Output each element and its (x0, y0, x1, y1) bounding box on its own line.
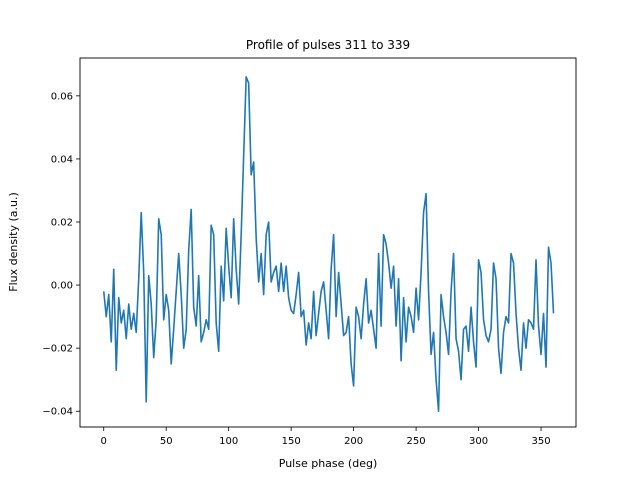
y-tick-label: −0.02 (42, 344, 73, 355)
x-tick-label: 250 (407, 436, 426, 447)
x-tick-label: 0 (101, 436, 107, 447)
x-tick-label: 50 (160, 436, 173, 447)
plot-area (102, 76, 555, 413)
x-axis-label: Pulse phase (deg) (279, 457, 377, 470)
y-tick-label: 0.00 (51, 281, 73, 292)
y-tick-label: −0.04 (42, 407, 73, 418)
x-tick-label: 150 (282, 436, 301, 447)
y-tick-label: 0.06 (51, 91, 73, 102)
x-tick-label: 100 (219, 436, 238, 447)
x-tick-label: 300 (469, 436, 488, 447)
chart-title: Profile of pulses 311 to 339 (246, 38, 410, 52)
x-axis: 0 50 100 150 200 250 300 350 (101, 427, 551, 447)
y-tick-label: 0.04 (51, 154, 73, 165)
y-axis-label: Flux density (a.u.) (7, 192, 20, 291)
y-axis: −0.04 −0.02 0.00 0.02 0.04 0.06 (42, 91, 80, 418)
x-tick-label: 350 (531, 436, 550, 447)
series-line-0 (102, 76, 555, 413)
x-tick-label: 200 (344, 436, 363, 447)
y-tick-label: 0.02 (51, 218, 73, 229)
axes-frame (79, 57, 577, 428)
